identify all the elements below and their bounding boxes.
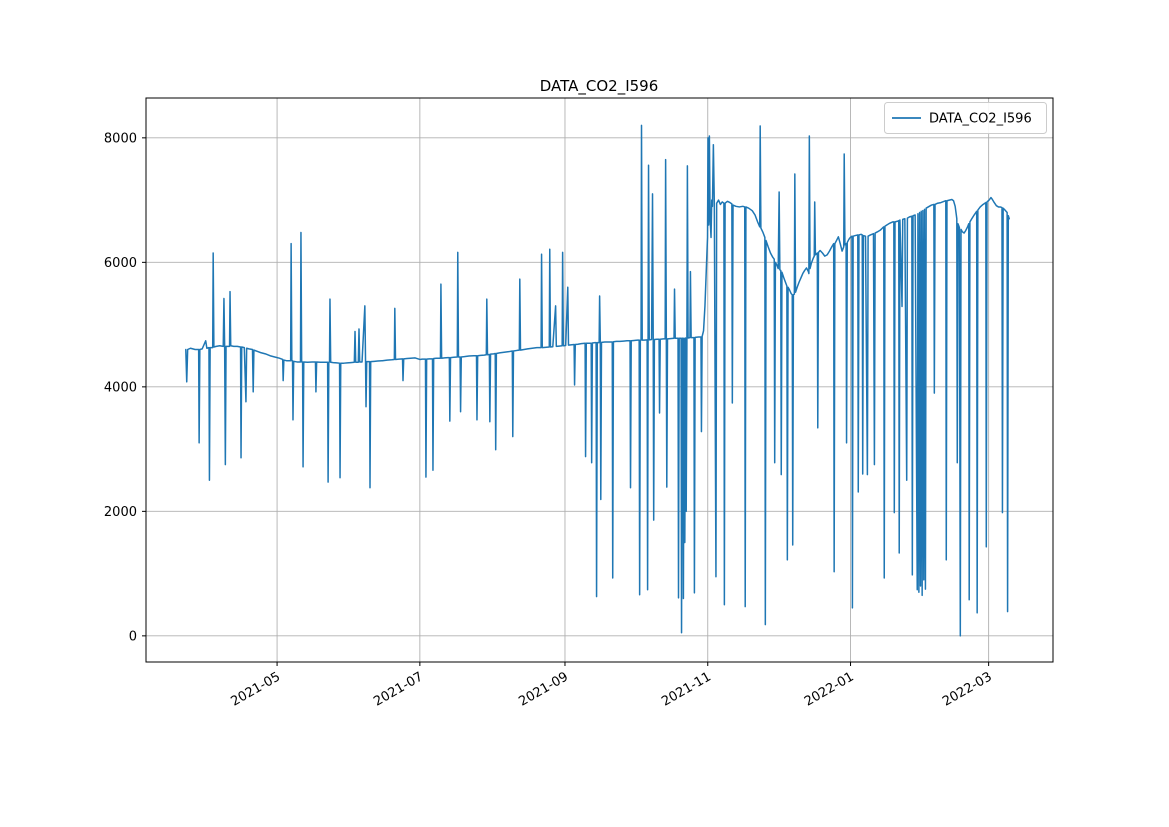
legend-label: DATA_CO2_I596	[929, 112, 1032, 127]
legend-box	[884, 102, 1047, 134]
y-tick-label: 4000	[104, 380, 137, 395]
legend: DATA_CO2_I596	[884, 102, 1047, 134]
y-tick-label: 8000	[104, 131, 137, 146]
chart-title: DATA_CO2_I596	[540, 77, 659, 96]
plot-layer	[185, 124, 1010, 637]
series-line-DATA_CO2_I596	[185, 124, 1010, 637]
plot-area	[145, 97, 1054, 663]
y-tick-label: 6000	[104, 256, 137, 271]
y-tick-label: 0	[129, 629, 137, 644]
y-tick-label: 2000	[104, 505, 137, 520]
